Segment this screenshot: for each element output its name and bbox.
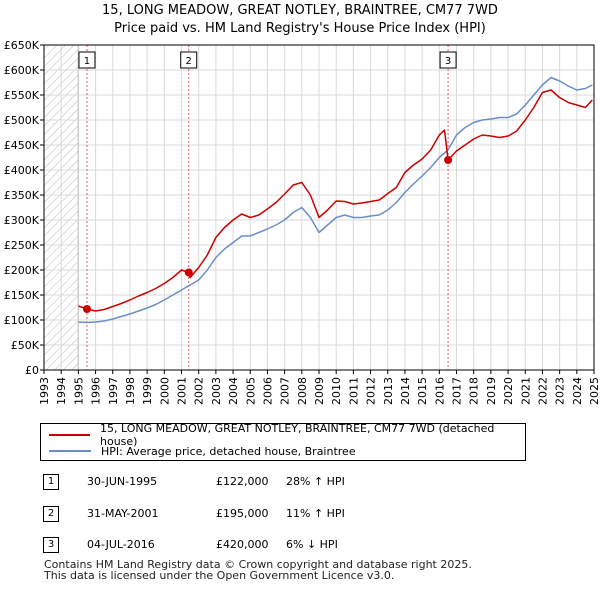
y-tick-label: £150K <box>4 289 40 302</box>
x-tick-label: 2022 <box>536 377 549 405</box>
transaction-price: £195,000 <box>216 507 269 520</box>
y-tick-label: £400K <box>4 164 40 177</box>
transaction-1-label: 1 <box>84 56 90 67</box>
x-tick-label: 2009 <box>313 377 326 405</box>
y-tick-label: £200K <box>4 264 40 277</box>
transaction-2-label: 2 <box>186 56 192 67</box>
transaction-marker: 2 <box>43 506 59 522</box>
x-tick-label: 2017 <box>451 377 464 405</box>
x-tick-label: 2003 <box>210 377 223 405</box>
x-tick-label: 2008 <box>296 377 309 405</box>
x-tick-label: 2025 <box>588 377 600 405</box>
transaction-price: £122,000 <box>216 475 269 488</box>
y-tick-label: £600K <box>4 64 40 77</box>
transaction-2-box <box>180 51 198 69</box>
x-tick-label: 2004 <box>227 377 240 405</box>
x-tick-label: 2024 <box>571 377 584 405</box>
x-tick-label: 2018 <box>468 377 481 405</box>
transaction-hpi-diff: 28% ↑ HPI <box>286 475 345 488</box>
x-tick-label: 2001 <box>176 377 189 405</box>
x-tick-label: 2012 <box>365 377 378 405</box>
y-tick-label: £100K <box>4 314 40 327</box>
chart-subtitle: Price paid vs. HM Land Registry's House … <box>114 21 486 36</box>
legend-hpi-label: HPI: Average price, detached house, Brai… <box>101 444 356 458</box>
transaction-1-box <box>78 51 96 69</box>
x-tick-label: 2014 <box>399 377 412 405</box>
x-tick-label: 1996 <box>90 377 103 405</box>
x-tick-label: 2019 <box>485 377 498 405</box>
x-tick-label: 2013 <box>382 377 395 405</box>
sale-point-1 <box>82 305 91 313</box>
transaction-marker: 1 <box>43 474 59 490</box>
x-tick-label: 2020 <box>502 377 515 405</box>
sale-point-2 <box>184 268 193 277</box>
x-tick-label: 1995 <box>72 377 85 405</box>
hpi-line <box>78 76 593 324</box>
transaction-price: £420,000 <box>216 538 269 551</box>
x-tick-label: 2015 <box>416 377 429 405</box>
y-tick-label: £500K <box>4 114 40 127</box>
x-tick-label: 1997 <box>107 377 120 405</box>
y-tick-label: £450K <box>4 139 40 152</box>
x-tick-label: 1998 <box>124 377 137 405</box>
price-chart: £0 £50K £100K £150K £200K £250K £300K £350K £400… <box>4 39 600 405</box>
transaction-hpi-diff: 11% ↑ HPI <box>286 507 345 520</box>
property-price-line <box>78 89 593 312</box>
legend-property-label: 15, LONG MEADOW, GREAT NOTLEY, BRAINTREE… <box>100 422 495 448</box>
x-tick-label: 2006 <box>261 377 274 405</box>
y-tick-label: £350K <box>4 189 40 202</box>
transaction-date: 31-MAY-2001 <box>87 507 159 520</box>
y-tick-label: £300K <box>4 214 40 227</box>
footer-copyright: Contains HM Land Registry data © Crown c… <box>44 558 472 571</box>
x-tick-label: 2002 <box>193 377 206 405</box>
footer-license: This data is licensed under the Open Gov… <box>44 569 395 582</box>
chart-title: 15, LONG MEADOW, GREAT NOTLEY, BRAINTREE… <box>102 3 498 18</box>
x-tick-label: 2011 <box>347 377 360 405</box>
property-line-swatch <box>49 434 90 436</box>
transaction-hpi-diff: 6% ↓ HPI <box>286 538 338 551</box>
transaction-3-box <box>439 51 457 69</box>
x-tick-label: 1994 <box>55 377 68 405</box>
hpi-line-swatch <box>49 450 91 452</box>
chart-legend: 15, LONG MEADOW, GREAT NOTLEY, BRAINTREE… <box>40 422 526 461</box>
y-tick-label: £650K <box>4 39 40 52</box>
x-tick-label: 2010 <box>330 377 343 405</box>
x-tick-label: 1999 <box>141 377 154 405</box>
x-tick-label: 2005 <box>244 377 257 405</box>
y-tick-label: £0 <box>25 364 39 377</box>
sale-point-3 <box>444 156 453 164</box>
y-tick-label: £250K <box>4 239 40 252</box>
transaction-date: 30-JUN-1995 <box>87 475 158 488</box>
x-tick-label: 2021 <box>519 377 532 405</box>
transaction-date: 04-JUL-2016 <box>87 538 155 551</box>
footer: Contains HM Land Registry data © Crown c… <box>44 559 472 581</box>
x-tick-label: 1993 <box>38 377 51 405</box>
x-tick-label: 2007 <box>279 377 292 405</box>
transaction-3-label: 3 <box>445 56 451 67</box>
x-tick-label: 2000 <box>158 377 171 405</box>
plot-frame <box>43 44 595 371</box>
transaction-marker: 3 <box>43 537 59 553</box>
x-tick-label: 2016 <box>433 377 446 405</box>
y-tick-label: £50K <box>11 339 40 352</box>
y-tick-label: £550K <box>4 89 40 102</box>
x-tick-label: 2023 <box>554 377 567 405</box>
